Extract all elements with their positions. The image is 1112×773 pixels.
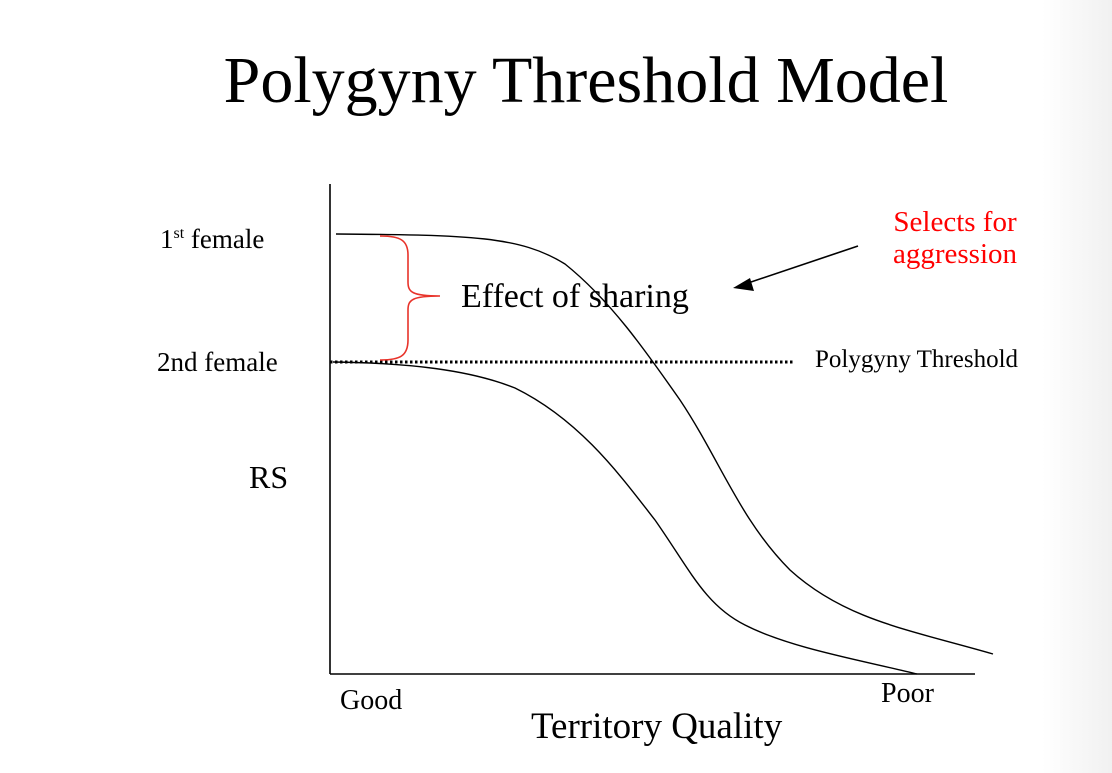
second-female-label: 2nd female [157,347,278,377]
first-female-curve [335,233,994,655]
selects-for-aggression-note: Selects for aggression [892,206,1018,271]
first-female-label: 1st female [160,226,264,253]
x-axis-good-label: Good [340,685,403,716]
arrow-head-icon [733,278,754,291]
slide-title: Polygyny Threshold Model [223,44,949,117]
arrow-shaft [747,245,859,284]
x-axis-label: Territory Quality [531,706,783,747]
x-axis-poor-label: Poor [881,678,934,709]
first-female-number: 1 [160,224,174,254]
effect-of-sharing-label: Effect of sharing [461,278,689,315]
second-female-curve [332,361,918,675]
y-axis-label: RS [249,459,289,495]
first-female-word: female [184,224,265,254]
effect-of-sharing-bracket [379,235,441,361]
polygyny-threshold-label: Polygyny Threshold [815,346,1019,373]
first-female-ordinal-suffix: st [173,225,185,242]
slide-edge-shadow [1042,0,1112,773]
